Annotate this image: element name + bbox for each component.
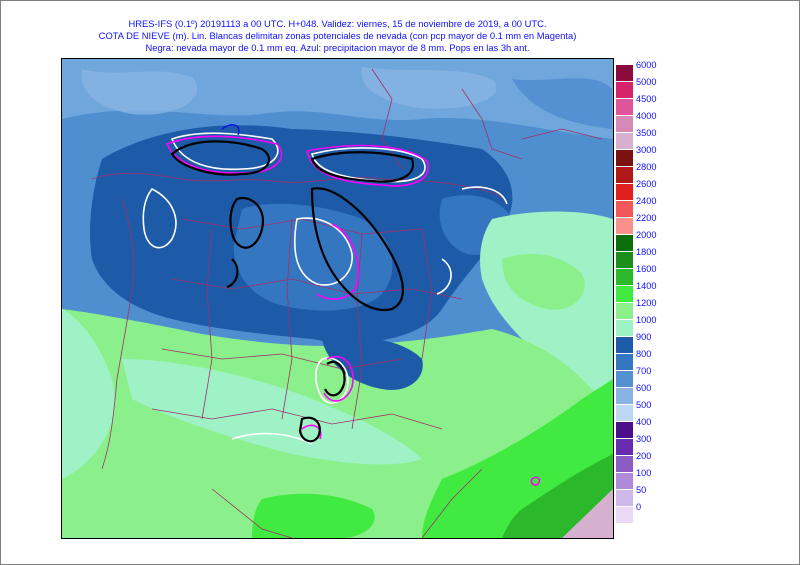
map-canvas (62, 59, 613, 538)
legend-swatch (616, 116, 633, 133)
legend-label: 0 (636, 502, 642, 512)
legend-label: 4000 (636, 111, 657, 121)
legend-swatch (616, 337, 633, 354)
legend-swatch (616, 286, 633, 303)
legend-swatch (616, 320, 633, 337)
legend-label: 3500 (636, 128, 657, 138)
legend-swatch (616, 82, 633, 99)
legend-label: 50 (636, 485, 647, 495)
legend-swatch (616, 422, 633, 439)
legend-label: 2200 (636, 213, 657, 223)
legend-label: 3000 (636, 145, 657, 155)
legend-label: 1400 (636, 281, 657, 291)
guadalquivir-zone (122, 359, 422, 465)
algeria-mauve (562, 489, 613, 538)
borders (91, 68, 603, 538)
legend-swatch (616, 269, 633, 286)
legend-label: 4500 (636, 94, 657, 104)
legend-label: 2600 (636, 179, 657, 189)
legend-label: 100 (636, 468, 652, 478)
snow-precipitation-lines (165, 135, 541, 486)
legend-label: 1000 (636, 315, 657, 325)
southwest-green (62, 477, 232, 538)
legend-label: 5000 (636, 77, 657, 87)
central-plateau-zone (233, 203, 393, 311)
legend-swatch (616, 303, 633, 320)
legend-label: 700 (636, 366, 652, 376)
legend-swatch (616, 99, 633, 116)
heavy-precipitation-line (221, 124, 240, 136)
balearic-patch (502, 254, 585, 310)
legend-swatch (616, 490, 633, 507)
legend-swatch (616, 354, 633, 371)
legend-label: 2800 (636, 162, 657, 172)
legend-label: 1600 (636, 264, 657, 274)
legend-label: 800 (636, 349, 652, 359)
legend-label: 6000 (636, 60, 657, 70)
legend-label: 2000 (636, 230, 657, 240)
legend-swatch (616, 167, 633, 184)
legend-label: 300 (636, 434, 652, 444)
legend-label: 2400 (636, 196, 657, 206)
legend-swatch (616, 371, 633, 388)
legend-label: 600 (636, 383, 652, 393)
legend-swatch (616, 133, 633, 150)
legend-swatch (616, 473, 633, 490)
color-legend (616, 65, 634, 524)
title-line-3: Negra: nevada mayor de 0.1 mm eq. Azul: … (145, 42, 530, 53)
snow-level-map (61, 58, 614, 539)
legend-swatch (616, 252, 633, 269)
legend-label: 400 (636, 417, 652, 427)
legend-label: 1200 (636, 298, 657, 308)
legend-swatch (616, 456, 633, 473)
legend-swatch (616, 218, 633, 235)
map-title: HRES-IFS (0.1º) 20191113 a 00 UTC. H+048… (60, 18, 615, 54)
legend-swatch (616, 184, 633, 201)
snow-potential-lines (142, 132, 508, 445)
legend-label: 200 (636, 451, 652, 461)
legend-swatch (616, 201, 633, 218)
atlantic-portugal-sea (62, 309, 115, 479)
title-line-2: COTA DE NIEVE (m). Lin. Blancas delimita… (98, 30, 577, 41)
legend-swatch (616, 507, 633, 524)
north-patch-1 (81, 69, 198, 115)
legend-swatch (616, 405, 633, 422)
north-patch-2 (361, 67, 497, 109)
north-patch-3 (512, 78, 612, 129)
legend-label: 1800 (636, 247, 657, 257)
legend-swatch (616, 439, 633, 456)
snowfall-lines (170, 140, 415, 443)
title-line-1: HRES-IFS (0.1º) 20191113 a 00 UTC. H+048… (128, 18, 547, 29)
legend-swatch (616, 388, 633, 405)
legend-label: 500 (636, 400, 652, 410)
legend-swatch (616, 65, 633, 82)
morocco-green (252, 493, 375, 538)
legend-swatch (616, 150, 633, 167)
legend-label: 900 (636, 332, 652, 342)
legend-swatch (616, 235, 633, 252)
